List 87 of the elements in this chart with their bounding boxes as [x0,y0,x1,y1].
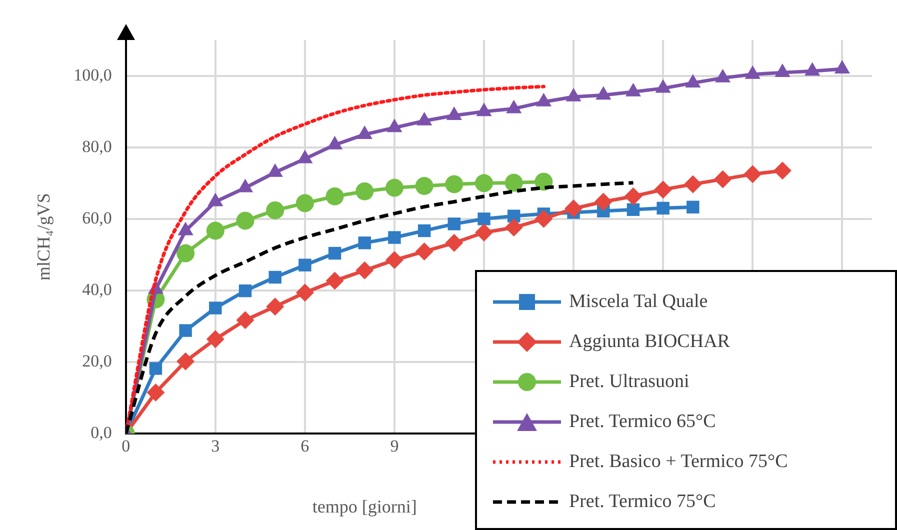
point [478,212,490,226]
legend-label: Aggiunta BIOCHAR [569,331,730,353]
point [656,202,670,215]
point [773,162,792,180]
point [326,187,344,206]
point [238,284,252,298]
y-tick-label: 100,0 [74,65,112,84]
y-tick-label: 20,0 [82,352,112,371]
x-tick-label: 0 [122,436,130,456]
point [714,68,731,82]
point [237,178,254,192]
x-tick-label: 9 [390,436,399,456]
legend-label: Pret. Termico 75°C [569,491,716,513]
point [236,212,254,230]
point [744,165,762,184]
point [476,102,492,116]
point [684,175,702,194]
legend-label: Pret. Termico 65°C [569,411,716,433]
point [626,203,640,216]
point [685,74,701,88]
point [594,192,612,211]
point [179,324,192,337]
point [206,222,224,240]
point [415,242,434,260]
point [268,270,282,284]
point [267,163,283,177]
point [504,218,523,236]
point [475,174,493,192]
point [744,65,760,79]
y-tick-label: 40,0 [82,280,112,299]
point [266,298,284,316]
point [624,187,642,206]
point [506,100,522,114]
y-tick-label: 60,0 [82,208,112,228]
point [149,362,162,375]
point [625,82,642,96]
point [266,201,284,220]
x-axis-title: tempo [giorni] [312,496,417,517]
point [209,302,222,314]
point [534,210,553,228]
point [298,258,312,272]
point [176,352,195,370]
point [566,88,582,102]
legend-label: Miscela Tal Quale [569,291,708,313]
point [326,272,344,290]
y-axis-title: mlCH₄/gVS [34,193,54,280]
point [297,150,313,164]
point [358,236,371,250]
x-tick-label: 3 [211,436,220,456]
point [388,231,401,244]
point [385,251,404,270]
point [385,178,404,197]
point [296,284,314,302]
point [206,330,224,348]
y-tick-label: 0,0 [90,423,112,442]
point [296,194,314,212]
point [507,210,520,222]
point [804,62,820,76]
point [415,176,434,195]
point [536,92,552,106]
point [834,60,850,74]
point [596,86,612,100]
point [655,79,671,93]
point [176,244,195,262]
point [328,246,342,260]
y-tick-label: 80,0 [82,136,112,156]
legend-label: Pret. Basico + Termico 75°C [569,451,788,473]
point [356,182,374,200]
point [386,118,402,132]
point [686,200,700,214]
point [475,224,493,242]
point [448,218,461,230]
point [356,261,374,280]
point [356,125,372,139]
legend-label: Pret. Ultrasuoni [569,371,690,393]
x-tick-label: 6 [300,436,310,456]
point [418,224,431,238]
point [236,311,254,330]
point [564,200,583,218]
point [445,234,464,252]
point [654,180,672,199]
point [416,112,432,126]
point [445,175,464,194]
point [446,106,462,120]
point [714,170,732,188]
point [774,64,790,78]
point [504,174,523,192]
